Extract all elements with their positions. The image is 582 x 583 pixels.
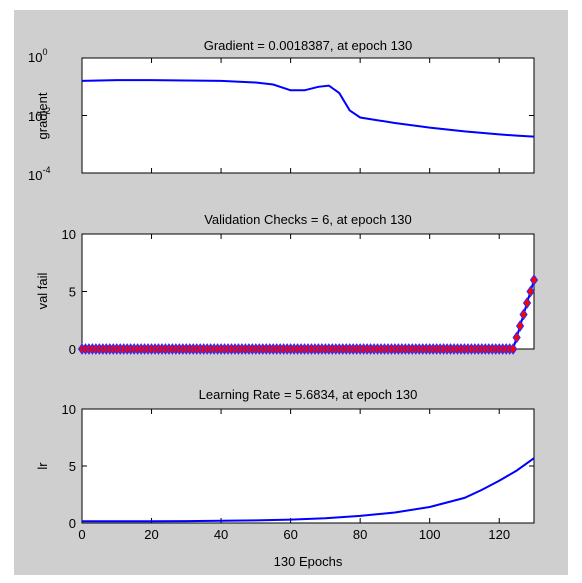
valfail-ytick-label: 5: [69, 285, 76, 300]
lr-ytick-label: 10: [62, 402, 76, 417]
lr-xtick-label: 80: [353, 527, 367, 542]
valfail-marker: [522, 297, 532, 309]
valfail-marker: [529, 274, 539, 286]
gradient-ytick-top: 100: [28, 47, 47, 65]
valfail-ytick-label: 0: [69, 342, 76, 357]
lr-xtick-label: 100: [419, 527, 441, 542]
valfail-marker: [509, 343, 518, 355]
lr-plot-title: Learning Rate = 5.6834, at epoch 130: [199, 387, 418, 402]
gradient-ytick-bottom: 10-4: [28, 165, 50, 183]
gradient-ytick-mid: 10-2: [28, 106, 50, 124]
lr-xtick-label: 20: [144, 527, 158, 542]
valfail-ytick-label: 10: [62, 227, 76, 242]
lr-xtick-label: 40: [214, 527, 228, 542]
epochs-xlabel: 130 Epochs: [274, 554, 343, 569]
lr-ylabel: lr: [35, 462, 50, 470]
gradient-axes: [81, 57, 535, 174]
valfail-marker: [519, 308, 528, 321]
gradient-plot-title: Gradient = 0.0018387, at epoch 130: [204, 38, 413, 53]
valfail-ylabel: val fail: [35, 272, 50, 309]
lr-series-line: [82, 457, 535, 523]
lr-ytick-label: 0: [69, 516, 76, 531]
gradient-series-line: [81, 79, 535, 138]
valfail-marker: [512, 331, 521, 344]
lr-xtick-label: 0: [78, 527, 85, 542]
valfail-marker: [515, 320, 525, 332]
gradient-ylabel: gradient: [35, 92, 50, 139]
lr-ytick-label: 5: [69, 459, 76, 474]
lr-axes: [81, 408, 535, 524]
valfail-markers: [77, 274, 539, 355]
valfail-axes: [81, 233, 535, 350]
valfail-plot-title: Validation Checks = 6, at epoch 130: [204, 212, 412, 227]
valfail-marker: [526, 285, 535, 298]
lr-xtick-label: 60: [283, 527, 297, 542]
lr-xtick-label: 120: [488, 527, 510, 542]
